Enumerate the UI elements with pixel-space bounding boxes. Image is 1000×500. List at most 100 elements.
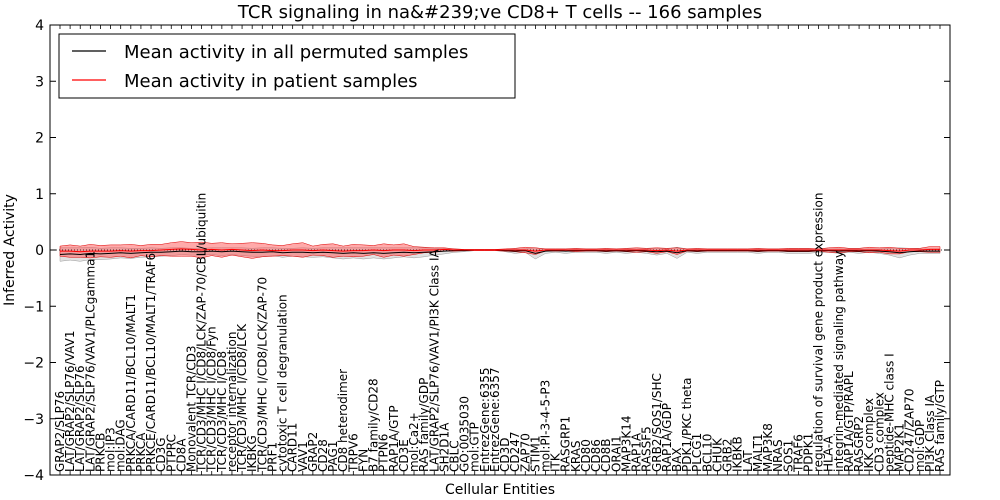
x-tick-label: CD3 complex (872, 392, 886, 472)
x-tick-label: GRAP2/SLP76 (53, 391, 67, 472)
x-tick-label: mol:IP3 (104, 427, 118, 472)
x-tick-label: LAT (741, 450, 755, 472)
x-tick-label: CD3D (498, 437, 512, 472)
x-tick-label: PTPRC (164, 434, 178, 472)
x-tick-label: PDPK1 (802, 433, 816, 472)
x-tick-label: LAT/GRAP2/SLP76/VAV1/PI3K Class IA (427, 248, 441, 472)
x-tick-label: CD80 (579, 439, 593, 472)
x-tick-label: mol:GDP (913, 420, 927, 472)
y-tick-label: 2 (35, 131, 44, 147)
x-tick-label: PRKCE/CARD11/BCL10/MALT1/TRAF6 (144, 253, 158, 472)
x-tick-label: CD8A (174, 438, 188, 472)
x-tick-label: TCR/CD3/MHC I/CD8/LCK (235, 323, 249, 473)
x-tick-label: CD247 (508, 431, 522, 472)
y-tick-label: −2 (23, 356, 44, 372)
x-tick-label: CD3E (397, 439, 411, 472)
x-tick-label: CD8 heterodimer (336, 369, 350, 472)
x-tick-label: cytotoxic T cell degranulation (276, 294, 290, 472)
x-tick-label: KRAS (569, 440, 583, 472)
x-tick-label: CBLC (447, 440, 461, 472)
x-tick-label: receptor internalization (225, 332, 239, 472)
x-tick-label: CD86 (589, 439, 603, 472)
x-tick-label: ZAP70 (518, 433, 532, 472)
axes-frame (49, 24, 951, 476)
x-tick-label: STIM1 (528, 436, 542, 472)
x-tick-label: GRB2 (721, 438, 735, 472)
x-tick-label: LAT/GRAP2/SLP76/VAV1 (63, 331, 77, 472)
x-tick-label: B7 family/CD28 (367, 378, 381, 472)
x-tick-label: EntrezGene:6355 (478, 368, 492, 473)
x-tick-label: RAP1A/GDP (660, 403, 674, 472)
x-tick-label: mol:DAG (114, 419, 128, 472)
x-tick-label: PRKCB (93, 433, 107, 472)
y-tick-label: 1 (35, 187, 44, 203)
x-tick-label: regulation of survival gene product expr… (812, 193, 826, 472)
x-tick-label: Monovalent TCR/CD3 (184, 345, 198, 472)
y-tick-label: −4 (23, 468, 44, 484)
x-tick-label: CD8B (599, 439, 613, 473)
x-tick-label: PDK1/PKC theta (680, 378, 694, 472)
x-tick-label: GRAP2 (306, 432, 320, 472)
x-tick-label: MAP2K1 (893, 423, 907, 472)
x-tick-label: TCR/CD3/MHC I/CD8/LCK/ZAP-70/CBL/ubiquit… (195, 193, 209, 473)
x-tick-label: CD247/ZAP70 (903, 388, 917, 472)
chart-title: TCR signaling in na&#239;ve CD8+ T cells… (237, 2, 762, 23)
x-tick-label: CD28 (316, 439, 330, 472)
x-tick-label: LAT/GRAP2/SLP76/VAV1/PLCgamma1 (83, 251, 97, 472)
x-tick-label: MAP3K8 (761, 423, 775, 472)
legend: Mean activity in all permuted samples Me… (58, 33, 516, 99)
x-tick-label: PLCG1 (690, 433, 704, 472)
x-tick-label: SOS1 (781, 440, 795, 472)
x-tick-label: mol:Ca2+ (407, 412, 421, 472)
x-tick-label: TRAF6 (791, 434, 805, 473)
x-tick-label: SH2D1A (437, 422, 451, 472)
x-tick-label: peptide-MHC class I (882, 353, 896, 472)
x-tick-label: MAP3K14 (619, 415, 633, 472)
x-tick-label: GO:0035030 (458, 396, 472, 472)
y-tick-label: −1 (23, 299, 44, 315)
x-tick-label: integrin-mediated signaling pathway (832, 251, 846, 472)
x-tick-label: IKBKG (245, 435, 259, 472)
x-axis-label: Cellular Entities (445, 482, 555, 498)
x-tick-label: VAV1 (296, 441, 310, 472)
x-tick-label: IKBKB (731, 436, 745, 472)
legend-label-patient: Mean activity in patient samples (124, 71, 418, 92)
x-tick-label: BAX (670, 447, 684, 472)
x-tick-label: RASGRP1 (559, 416, 573, 472)
x-tick-label: CHUK (710, 437, 724, 472)
x-tick-label: TRPV6 (346, 433, 360, 473)
x-tick-label: RASSF5 (640, 426, 654, 472)
x-tick-label: PRKCA (134, 432, 148, 472)
x-tick-label: FYN (356, 449, 370, 472)
x-tick-label: ITK (549, 452, 563, 472)
x-tick-label: PRF1 (265, 442, 279, 472)
x-tick-label: PI3K Class IA (923, 394, 937, 472)
x-tick-label: mol:PI-3-4-5-P3 (539, 380, 553, 472)
x-tick-label: GRB2/SOS1/SHC (650, 373, 664, 472)
x-tick-label: PAG1 (326, 441, 340, 472)
x-tick-label: EntrezGene:6357 (488, 368, 502, 472)
x-tick-label: RAP1A/GTP/RAPL (842, 371, 856, 472)
legend-label-permuted: Mean activity in all permuted samples (124, 42, 468, 63)
x-tick-label: PTPN6 (377, 434, 391, 472)
y-tick-label: 3 (35, 74, 44, 90)
x-tick-label: ORAI1 (609, 435, 623, 472)
x-tick-label: HLA-A (822, 435, 836, 472)
x-tick-label: BCL10 (700, 434, 714, 472)
x-tick-label: RAS family/GTP (933, 380, 947, 472)
x-tick-label: RAP1A (630, 432, 644, 472)
plot-area: 43210−1−2−3−4GRAP2/SLP76LAT/GRAP2/SLP76/… (23, 18, 950, 484)
x-tick-label: PRKCA/CARD11/BCL10/MALT1 (124, 294, 138, 472)
x-tick-label: CD3G (154, 437, 168, 472)
y-tick-label: −3 (23, 412, 44, 428)
y-axis-label: Inferred Activity (2, 194, 18, 306)
series-line-patient (60, 248, 940, 253)
x-tick-label: RASGRP2 (852, 416, 866, 472)
x-tick-label: TCR/CD3/MHC I/CD8/LCK/ZAP-70 (255, 277, 269, 473)
y-tick-label: 0 (35, 243, 44, 259)
x-tick-label: mol:GTP (468, 422, 482, 472)
x-tick-label: LAT/GRAP2/SLP76 (73, 365, 87, 472)
x-tick-label: NRAS (771, 439, 785, 472)
x-tick-label: RAS family/GDP (417, 378, 431, 472)
